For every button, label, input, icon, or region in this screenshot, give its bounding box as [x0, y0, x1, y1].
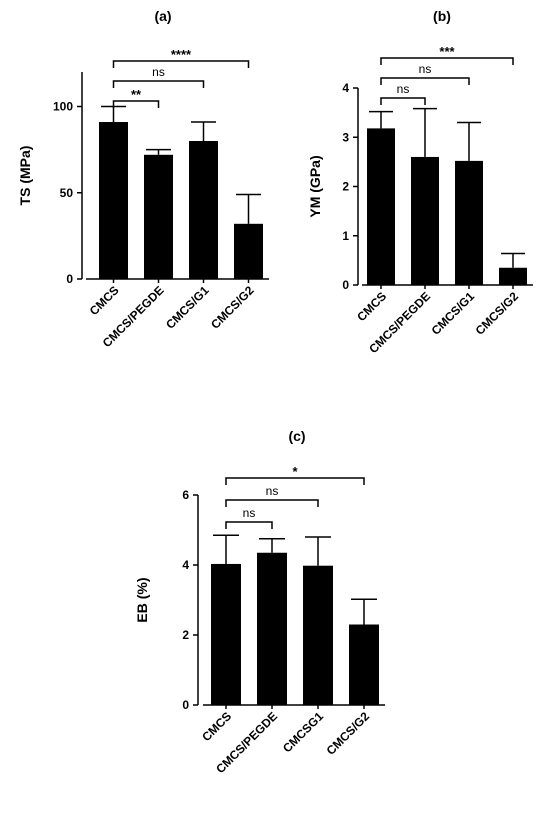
bar: [455, 160, 483, 285]
y-tick-label: 100: [53, 100, 73, 114]
category-label: CMCSG1: [280, 709, 326, 755]
significance-bracket: [380, 97, 426, 105]
significance-bracket: [225, 477, 365, 485]
y-tick-label: 3: [342, 130, 349, 144]
category-label: CMCS/G2: [324, 709, 373, 758]
panel-label: (c): [288, 428, 305, 444]
y-tick-label: 50: [60, 186, 74, 200]
bar: [257, 552, 287, 705]
significance-label: ns: [419, 62, 432, 76]
significance-label: *: [292, 464, 298, 479]
bar: [211, 563, 241, 705]
significance-bracket: [380, 77, 470, 85]
y-tick-label: 2: [342, 180, 349, 194]
y-tick-label: 0: [182, 698, 189, 712]
y-axis-title: YM (GPa): [307, 155, 323, 217]
bar: [144, 154, 173, 279]
panel-label: (b): [433, 8, 451, 24]
panel-a: (a)TS (MPa)050100CMCSCMCS/PEGDECMCS/G1CM…: [17, 8, 269, 350]
y-axis-title: TS (MPa): [17, 146, 33, 206]
bar: [349, 624, 379, 705]
y-tick-label: 4: [182, 558, 189, 572]
bar: [499, 267, 527, 285]
bar: [189, 141, 218, 279]
bar: [99, 122, 128, 280]
significance-label: ns: [243, 506, 256, 520]
y-tick-label: 0: [342, 278, 349, 292]
category-label: CMCS/G1: [163, 283, 212, 332]
significance-bracket: [112, 60, 250, 68]
bar: [411, 156, 439, 285]
significance-label: ns: [266, 484, 279, 498]
bar: [367, 128, 395, 285]
significance-label: **: [131, 87, 142, 102]
panel-label: (a): [154, 8, 171, 24]
y-tick-label: 1: [342, 229, 349, 243]
bar: [303, 565, 333, 705]
significance-label: ns: [397, 82, 410, 96]
significance-bracket: [380, 57, 514, 65]
category-label: CMCS: [199, 709, 234, 744]
significance-label: ***: [439, 44, 455, 59]
y-tick-label: 6: [182, 488, 189, 502]
bar: [234, 223, 263, 279]
category-label: CMCS/G1: [429, 289, 478, 338]
significance-bracket: [225, 521, 273, 529]
category-label: CMCS: [87, 283, 122, 318]
y-axis-title: EB (%): [134, 577, 150, 622]
category-label: CMCS/G2: [473, 289, 522, 338]
y-tick-label: 0: [66, 272, 73, 286]
significance-bracket: [112, 100, 160, 108]
y-tick-label: 4: [342, 81, 349, 95]
panel-b: (b)YM (GPa)01234CMCSCMCS/PEGDECMCS/G1CMC…: [307, 8, 533, 356]
y-tick-label: 2: [182, 628, 189, 642]
significance-label: ****: [171, 47, 192, 62]
category-label: CMCS: [354, 289, 389, 324]
significance-bracket: [225, 499, 319, 507]
category-label: CMCS/G2: [208, 283, 257, 332]
significance-bracket: [112, 80, 205, 88]
significance-label: ns: [152, 65, 165, 79]
